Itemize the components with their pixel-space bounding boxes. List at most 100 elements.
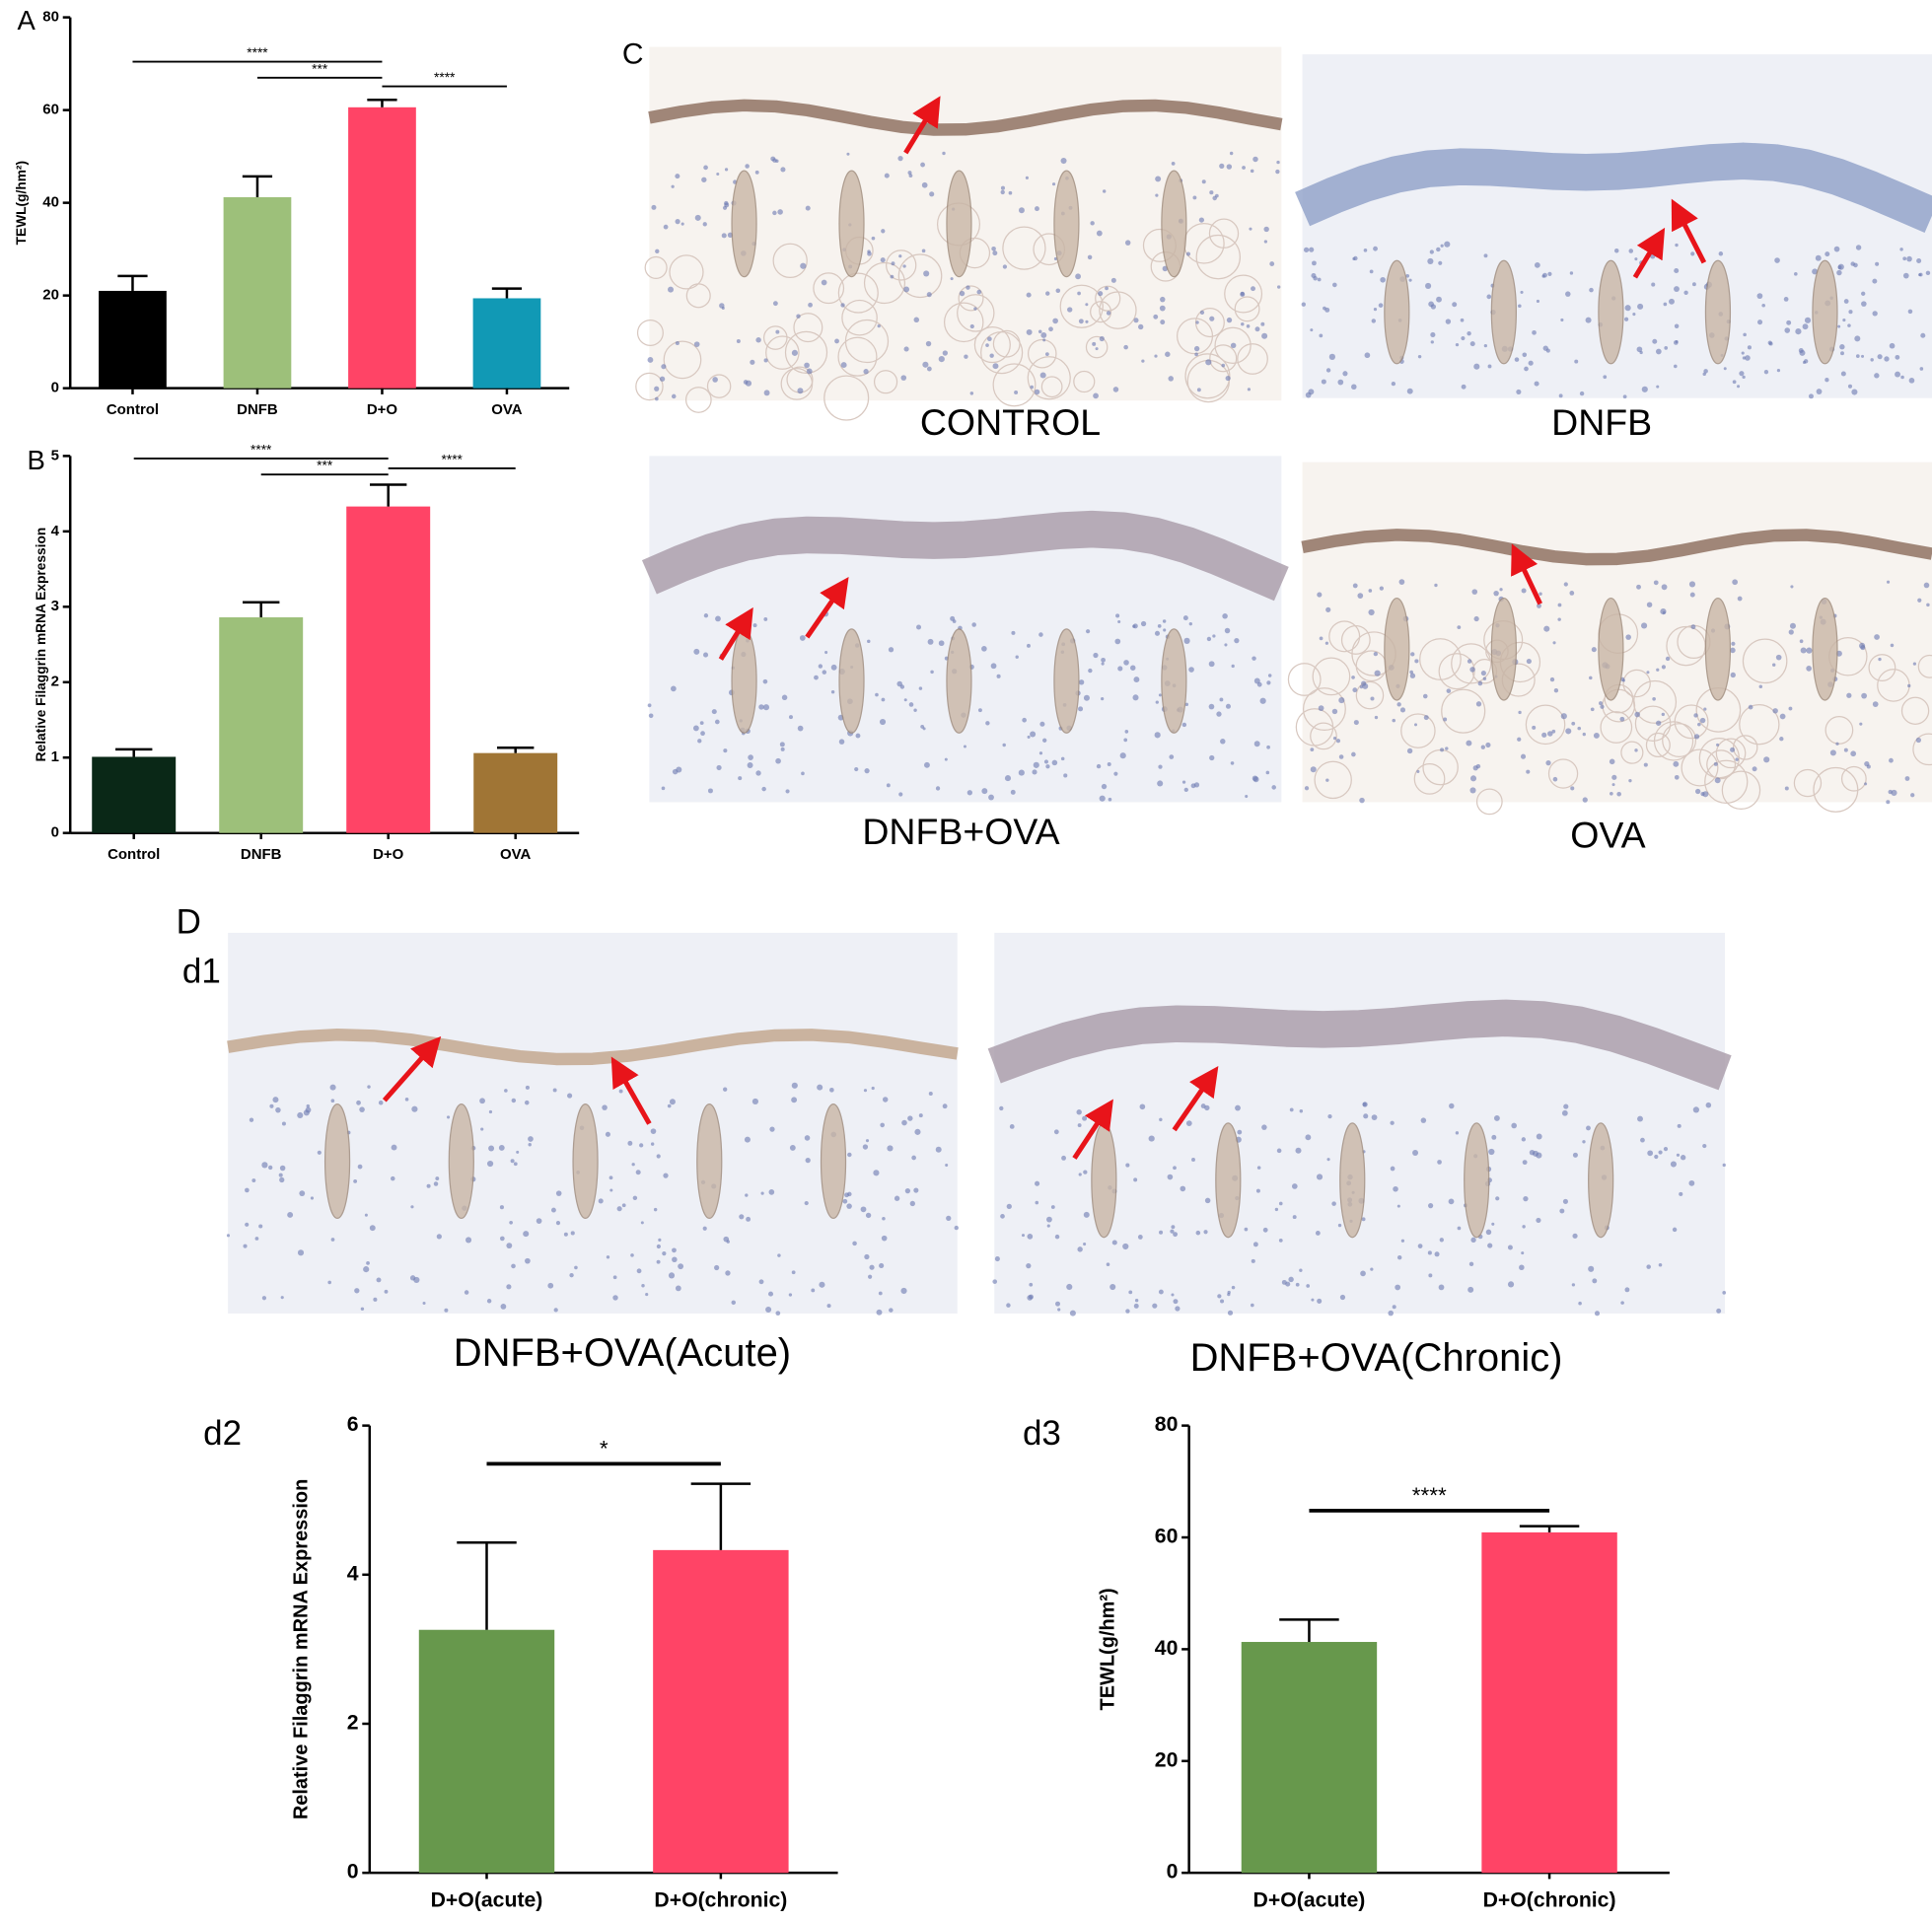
x-tick-label: Control: [107, 846, 160, 863]
nucleus: [1542, 272, 1547, 278]
nucleus: [1485, 1229, 1492, 1236]
nucleus: [1416, 769, 1420, 773]
nucleus: [1199, 310, 1205, 315]
nucleus: [746, 1216, 751, 1222]
nucleus: [755, 337, 761, 343]
nucleus: [1836, 269, 1842, 276]
nucleus: [1249, 227, 1252, 231]
fat-cell: [863, 261, 906, 305]
y-axis-label: Relative Filaggrin mRNA Expression: [290, 1479, 312, 1819]
nucleus: [1737, 596, 1743, 602]
nucleus: [1742, 375, 1746, 380]
fat-cell: [772, 243, 808, 279]
nucleus: [510, 1159, 515, 1164]
nucleus: [1619, 716, 1625, 722]
fat-cell: [1237, 343, 1268, 375]
nucleus: [796, 314, 801, 319]
nucleus: [1078, 1173, 1082, 1176]
nucleus: [1656, 385, 1660, 389]
nucleus: [1018, 769, 1025, 776]
nucleus: [901, 1119, 907, 1126]
red-arrow: [903, 96, 941, 155]
follicle: [696, 1103, 723, 1220]
nucleus: [1669, 298, 1675, 305]
nucleus: [760, 1191, 764, 1195]
nucleus: [1085, 629, 1091, 634]
nucleus: [775, 757, 781, 764]
nucleus: [433, 1181, 439, 1186]
nucleus: [1542, 345, 1548, 351]
fat-cell: [1059, 284, 1104, 328]
nucleus: [1887, 580, 1891, 584]
nucleus: [547, 1282, 554, 1289]
nucleus: [1229, 151, 1234, 156]
nucleus: [555, 1221, 561, 1226]
nucleus: [1124, 730, 1129, 734]
nucleus: [745, 1193, 749, 1197]
nucleus: [1361, 1217, 1366, 1222]
nucleus: [824, 651, 828, 655]
nucleus: [1825, 378, 1829, 383]
nucleus: [1252, 656, 1256, 661]
fat-cell: [1622, 669, 1651, 698]
nucleus: [834, 338, 839, 344]
nucleus: [1915, 737, 1922, 744]
nucleus: [524, 1100, 530, 1105]
nucleus: [511, 1098, 517, 1103]
nucleus: [1487, 1243, 1493, 1248]
nucleus: [663, 224, 669, 230]
follicle: [1598, 597, 1624, 701]
nucleus: [1328, 353, 1336, 360]
nucleus: [1521, 1251, 1525, 1255]
fat-cell: [1868, 654, 1896, 681]
nucleus: [1299, 1268, 1303, 1272]
nucleus: [879, 718, 887, 726]
nucleus: [1310, 766, 1317, 773]
nucleus: [1010, 789, 1016, 795]
nucleus: [1204, 1197, 1211, 1204]
nucleus: [675, 1285, 681, 1292]
nucleus: [913, 708, 917, 712]
nucleus: [1317, 592, 1323, 598]
nucleus: [1624, 1287, 1630, 1293]
fat-cell: [1917, 654, 1932, 678]
error-bar: [115, 747, 153, 757]
nucleus: [1703, 369, 1708, 374]
nucleus: [1027, 643, 1031, 648]
nucleus: [1547, 731, 1553, 737]
nucleus: [1275, 169, 1280, 175]
nucleus: [1895, 354, 1900, 360]
panel-label: d2: [203, 1414, 242, 1453]
nucleus: [1804, 317, 1812, 323]
nucleus: [1443, 717, 1448, 722]
nucleus: [1299, 1109, 1304, 1113]
image-caption: DNFB+OVA(Chronic): [1190, 1336, 1563, 1380]
fat-cell: [992, 329, 1021, 358]
nucleus: [1085, 320, 1089, 323]
nucleus: [1843, 299, 1849, 304]
nucleus: [1092, 341, 1097, 346]
nucleus: [751, 1098, 758, 1105]
nucleus: [747, 762, 753, 768]
nucleus: [1795, 328, 1802, 335]
nucleus: [1044, 352, 1049, 357]
nucleus: [971, 622, 976, 627]
nucleus: [1547, 271, 1552, 276]
nucleus: [655, 396, 659, 401]
fat-cell: [958, 285, 984, 312]
nucleus: [357, 1164, 363, 1170]
nucleus: [920, 724, 925, 729]
significance-label: ****: [442, 452, 464, 466]
nucleus: [413, 1276, 420, 1284]
fat-cell: [1400, 713, 1436, 748]
y-tick-label: 80: [1155, 1413, 1179, 1436]
nucleus: [648, 713, 654, 719]
nucleus: [808, 302, 813, 308]
nucleus: [991, 246, 996, 251]
nucleus: [675, 340, 680, 345]
nucleus: [1639, 350, 1643, 355]
fat-cell: [1662, 723, 1697, 758]
nucleus: [1251, 1258, 1255, 1263]
nucleus: [1066, 1283, 1073, 1291]
nucleus: [1693, 734, 1700, 740]
